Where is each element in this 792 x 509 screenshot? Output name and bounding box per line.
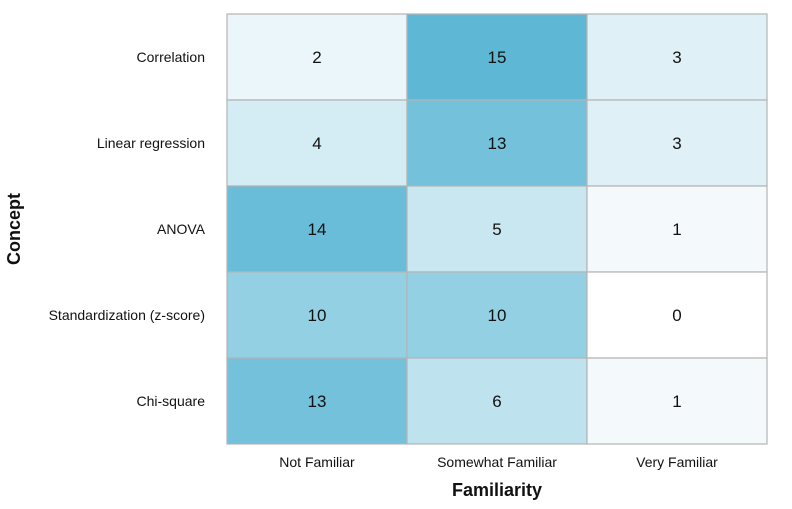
cell-value-label: 5: [492, 220, 501, 239]
y-tick-label: Correlation: [137, 49, 205, 65]
heatmap-cell: [586, 99, 768, 187]
cell-value-label: 0: [672, 306, 681, 325]
y-tick-label: Chi-square: [137, 393, 206, 409]
heatmap-cell: [226, 99, 408, 187]
cell-value-label: 3: [672, 48, 681, 67]
y-axis-title: Concept: [4, 193, 24, 265]
heatmap-cell: [586, 271, 768, 359]
cell-value-label: 10: [488, 306, 507, 325]
x-tick-label: Not Familiar: [279, 454, 355, 470]
x-axis-ticks: Not Familiar Somewhat Familiar Very Famili…: [279, 454, 718, 470]
cell-value-labels: 2 15 3 4 13 3 14 5 1 10 10 0 13 6 1: [308, 48, 682, 411]
heatmap-cell: [226, 357, 408, 445]
heatmap-cell: [226, 271, 408, 359]
heatmap-cell: [586, 13, 768, 101]
cell-value-label: 15: [488, 48, 507, 67]
cell-value-label: 14: [308, 220, 327, 239]
heatmap-cell: [406, 185, 588, 273]
heatmap-cell: [406, 357, 588, 445]
x-tick-label: Somewhat Familiar: [437, 454, 557, 470]
x-tick-label: Very Familiar: [636, 454, 718, 470]
cell-value-label: 1: [672, 392, 681, 411]
cell-value-label: 6: [492, 392, 501, 411]
y-axis-ticks: Correlation Linear regression ANOVA Standar…: [49, 49, 206, 409]
x-axis-title: Familiarity: [452, 480, 542, 500]
y-tick-label: Linear regression: [97, 135, 205, 151]
heatmap-cell: [586, 357, 768, 445]
cell-value-label: 13: [308, 392, 327, 411]
heatmap-cells: [226, 13, 768, 445]
cell-value-label: 4: [312, 134, 321, 153]
heatmap-cell: [406, 13, 588, 101]
cell-value-label: 2: [312, 48, 321, 67]
cell-value-label: 1: [672, 220, 681, 239]
cell-value-label: 3: [672, 134, 681, 153]
cell-value-label: 10: [308, 306, 327, 325]
heatmap-cell: [226, 13, 408, 101]
y-tick-label: ANOVA: [157, 221, 206, 237]
cell-value-label: 13: [488, 134, 507, 153]
heatmap-cell: [406, 99, 588, 187]
y-tick-label: Standardization (z-score): [49, 307, 205, 323]
